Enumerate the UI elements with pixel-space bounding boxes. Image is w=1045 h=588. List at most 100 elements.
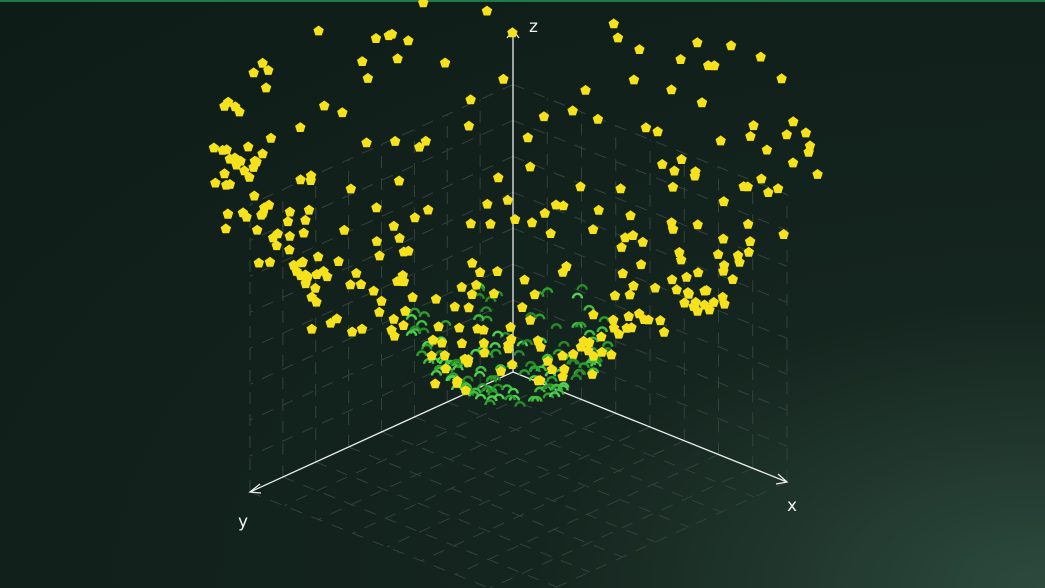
yellow-pentagon-point — [257, 57, 268, 68]
green-arc-point — [578, 362, 590, 369]
grid-line-floor — [479, 386, 755, 498]
yellow-pentagon-point — [222, 208, 234, 219]
yellow-pentagon-point — [355, 279, 367, 289]
grid-line-floor — [315, 461, 590, 573]
green-arc-point — [566, 358, 578, 365]
yellow-pentagon-point — [267, 232, 279, 243]
green-arc-point — [418, 327, 430, 334]
yellow-pentagon-point — [251, 224, 263, 235]
yellow-pentagon-point — [526, 217, 538, 228]
green-arc-point — [576, 284, 588, 290]
yellow-pentagon-point — [356, 323, 368, 334]
yellow-pentagon-point — [393, 175, 405, 186]
y-axis-arrow — [248, 483, 262, 494]
z-axis-label: z — [529, 17, 538, 37]
yellow-pentagon-point — [522, 132, 534, 143]
grid-line-floor — [414, 416, 689, 528]
yellow-pentagon-point — [676, 154, 687, 164]
yellow-pentagon-point — [284, 244, 295, 255]
green-arc-point — [541, 287, 554, 294]
yellow-pentagon-point — [231, 159, 242, 170]
yellow-pentagon-point — [650, 282, 661, 293]
yellow-pentagon-point — [253, 257, 265, 268]
green-arc-point — [470, 348, 482, 355]
yellow-pentagon-point — [488, 288, 500, 299]
yellow-pentagon-point — [532, 375, 544, 386]
green-arc-point — [405, 314, 418, 320]
green-arc-point — [430, 369, 443, 376]
green-arc-point — [508, 394, 521, 401]
green-arc-point — [504, 394, 516, 401]
green-arc-point — [493, 393, 505, 400]
yellow-pentagon-point — [321, 271, 333, 282]
yellow-pentagon-point — [623, 311, 634, 321]
grid — [249, 84, 788, 588]
yellow-pentagon-point — [361, 137, 372, 148]
yellow-pentagon-point — [460, 385, 471, 395]
yellow-pentagon-point — [732, 250, 744, 260]
yellow-pentagon-point — [418, 0, 429, 8]
yellow-pentagon-point — [454, 322, 465, 333]
yellow-pentagon-point — [635, 259, 647, 270]
green-arc-point — [418, 311, 431, 318]
yellow-pentagon-point — [249, 190, 260, 201]
green-arc-point — [535, 365, 547, 372]
yellow-pentagon-point — [507, 27, 518, 38]
green-arc-point — [518, 369, 531, 375]
yellow-pentagon-point — [465, 94, 476, 105]
yellow-pentagon-point — [640, 122, 652, 133]
grid-line-floor — [381, 431, 656, 543]
green-arc-point — [570, 374, 582, 381]
yellow-pentagon-point — [311, 296, 322, 307]
yellow-pentagon-point — [756, 173, 767, 184]
yellow-pentagon-point — [692, 219, 703, 230]
green-arc-point — [473, 314, 485, 321]
yellow-pentagon-point — [692, 267, 704, 278]
yellow-pentagon-point — [371, 236, 383, 246]
grid-line-floor — [553, 481, 788, 588]
yellow-pentagon-point — [781, 129, 792, 140]
yellow-pentagon-point — [584, 337, 595, 347]
yellow-pentagon-point — [210, 177, 221, 188]
green-arc-point — [541, 353, 554, 360]
yellow-pentagon-point — [718, 196, 729, 207]
green-arc-point — [480, 386, 493, 393]
yellow-pentagon-point — [456, 338, 468, 348]
yellow-pentagon-point — [325, 317, 336, 328]
yellow-pentagon-point — [248, 67, 259, 78]
yellow-pentagon-point — [525, 314, 536, 325]
yellow-pentagon-point — [788, 116, 799, 127]
grid-line-floor — [489, 467, 753, 588]
yellow-pentagon-point — [643, 314, 654, 325]
yellow-pentagon-point — [674, 247, 685, 257]
yellow-pentagon-point — [310, 282, 321, 293]
grid-line-floor — [447, 401, 722, 513]
series-yellow-pentagons — [208, 0, 823, 395]
yellow-pentagon-point — [535, 341, 546, 352]
yellow-pentagon-point — [505, 321, 516, 332]
yellow-pentagon-point — [617, 268, 628, 279]
yellow-pentagon-point — [704, 304, 715, 315]
green-arc-point — [492, 383, 504, 390]
green-arc-point — [480, 306, 492, 313]
yellow-pentagon-point — [224, 153, 235, 164]
axes: z x y — [238, 17, 797, 532]
yellow-pentagon-point — [436, 337, 448, 348]
yellow-pentagon-point — [498, 73, 509, 84]
yellow-pentagon-point — [394, 232, 405, 243]
yellow-pentagon-point — [465, 218, 476, 229]
yellow-pentagon-point — [271, 240, 282, 251]
green-arc-point — [514, 400, 526, 407]
yellow-pentagon-point — [719, 298, 730, 309]
yellow-pentagon-point — [362, 72, 374, 83]
yellow-pentagon-point — [538, 111, 550, 122]
grid-line-floor — [386, 426, 651, 548]
yellow-pentagon-point — [624, 289, 636, 300]
green-arc-point — [416, 350, 428, 357]
yellow-pentagon-point — [303, 204, 315, 215]
grid-line-floor — [455, 454, 719, 575]
yellow-pentagon-point — [763, 187, 774, 197]
yellow-pentagon-point — [525, 161, 536, 172]
green-arc-point — [473, 370, 486, 377]
yellow-pentagon-point — [398, 276, 410, 287]
